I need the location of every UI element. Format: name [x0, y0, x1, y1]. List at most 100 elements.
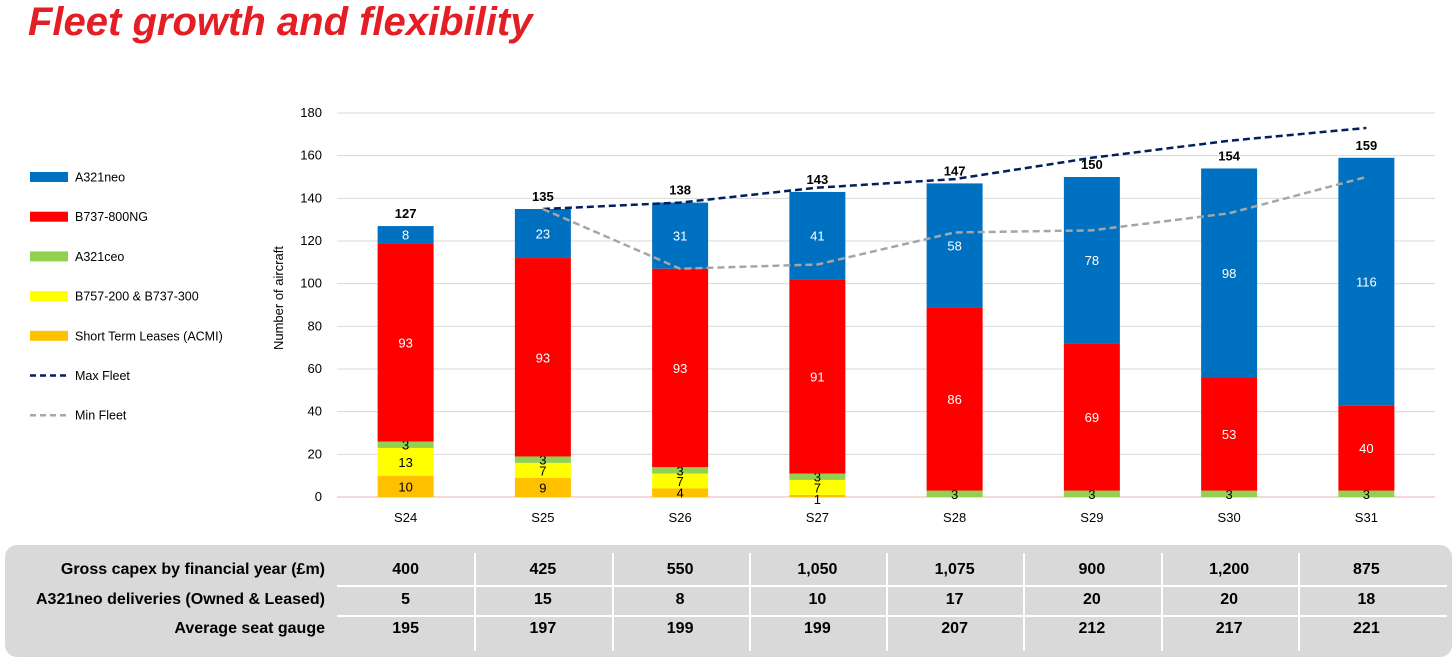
data-label: 86: [947, 392, 961, 407]
y-tick-label: 140: [300, 190, 322, 205]
table-cell: 212: [1078, 620, 1106, 637]
legend-label: A321ceo: [75, 250, 124, 264]
legend-label: A321neo: [75, 171, 125, 185]
legend-swatch: [30, 251, 68, 262]
data-label: 3: [1226, 487, 1233, 502]
data-label: 1: [814, 492, 821, 507]
x-tick-label: S27: [806, 510, 829, 525]
total-label: 143: [807, 172, 829, 187]
data-label: 93: [673, 361, 687, 376]
bar-segment: [1338, 157, 1395, 406]
x-tick-label: S25: [531, 510, 554, 525]
table-cell: 400: [392, 561, 419, 578]
data-label: 13: [398, 455, 412, 470]
bar-segment: [652, 488, 709, 497]
data-label: 7: [539, 463, 546, 478]
column-divider: [748, 553, 751, 651]
fleet-table: Gross capex by financial year (£m) 400 425…: [5, 545, 1452, 657]
bar-segment: [514, 258, 571, 457]
data-label: 40: [1359, 441, 1373, 456]
data-label: 116: [1356, 275, 1377, 290]
column-divider: [474, 553, 477, 651]
table-cell: 875: [1353, 561, 1380, 578]
total-label: 127: [395, 206, 417, 221]
data-label: 69: [1085, 410, 1099, 425]
x-tick-label: S28: [943, 510, 966, 525]
table-cell: 8: [675, 591, 685, 608]
bar-segment: [514, 456, 571, 463]
data-label: 10: [398, 479, 412, 494]
data-label: 7: [814, 480, 821, 495]
legend-swatch: [30, 211, 68, 222]
legend-swatch: [30, 291, 68, 302]
legend-swatch: [30, 172, 68, 182]
bar-segment: [926, 307, 983, 491]
x-tick-label: S24: [394, 510, 417, 525]
x-tick-label: S29: [1080, 510, 1103, 525]
table-cell: 199: [804, 620, 831, 637]
page-title: Fleet growth and flexibility: [28, 0, 533, 44]
column-divider: [611, 553, 614, 651]
table-cell: 20: [1220, 591, 1239, 608]
y-tick-label: 60: [308, 361, 322, 376]
table-cell: 1,200: [1209, 561, 1250, 578]
bar-segment: [377, 447, 434, 476]
data-label: 3: [951, 487, 958, 502]
table-cell: 1,050: [797, 561, 838, 578]
total-label: 138: [669, 183, 691, 198]
y-tick-label: 160: [300, 148, 322, 163]
data-label: 3: [677, 463, 684, 478]
row-divider: [337, 615, 1447, 617]
bar-segment: [789, 279, 846, 474]
x-tick-label: S26: [669, 510, 692, 525]
bar-segment: [377, 226, 434, 244]
data-label: 3: [814, 470, 821, 485]
bar-segment: [1063, 490, 1120, 497]
legend-swatch: [30, 330, 68, 341]
table-cell: 1,075: [934, 561, 975, 578]
bar-segment: [377, 475, 434, 497]
bar-segment: [514, 477, 571, 497]
bar-segment: [652, 467, 709, 474]
data-label: 93: [536, 350, 550, 365]
data-label: 53: [1222, 427, 1236, 442]
legend-label: B737-800NG: [75, 210, 148, 224]
y-tick-label: 100: [300, 276, 322, 291]
data-label: 58: [947, 238, 961, 253]
row-divider: [337, 585, 1447, 587]
table-cell: 550: [666, 561, 694, 578]
legend-label: Max Fleet: [75, 369, 130, 383]
table-cell: 18: [1357, 591, 1376, 608]
data-label: 23: [536, 227, 550, 242]
bar-segment: [789, 479, 846, 495]
bar-segment: [1338, 405, 1395, 491]
legend-label: B757-200 & B737-300: [75, 290, 199, 304]
data-label: 41: [810, 229, 824, 244]
total-label: 135: [532, 189, 554, 204]
y-tick-label: 80: [308, 318, 322, 333]
bar-segment: [926, 490, 983, 497]
bar-segment: [789, 473, 846, 480]
x-tick-label: S31: [1355, 510, 1378, 525]
bar-segment: [514, 462, 571, 478]
y-tick-label: 180: [300, 105, 322, 120]
table-cell: 20: [1082, 591, 1101, 608]
y-tick-label: 0: [315, 489, 322, 504]
table-row-label: Average seat gauge: [174, 620, 325, 637]
bar-segment: [1201, 168, 1258, 378]
data-label: 3: [539, 453, 546, 468]
series-line: [542, 126, 1367, 211]
table-cell: 217: [1215, 620, 1243, 637]
data-label: 91: [810, 369, 824, 384]
table-cell: 425: [529, 561, 557, 578]
table-row-label: Gross capex by financial year (£m): [60, 561, 325, 578]
data-label: 78: [1085, 253, 1099, 268]
data-label: 31: [673, 229, 687, 244]
data-label: 93: [398, 335, 412, 350]
x-tick-label: S30: [1218, 510, 1241, 525]
data-label: 4: [677, 486, 684, 501]
table-cell: 195: [392, 620, 419, 637]
data-label: 98: [1222, 266, 1236, 281]
table-cell: 17: [945, 591, 964, 608]
total-label: 147: [944, 163, 966, 178]
